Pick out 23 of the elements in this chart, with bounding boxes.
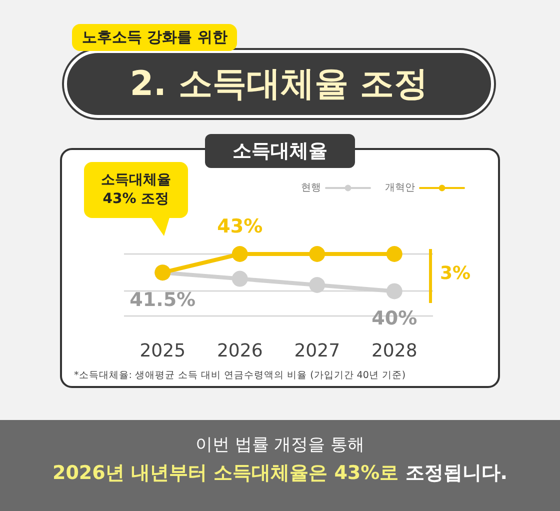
text: 2026년 내년부터 소득대체율은 43%로 bbox=[52, 462, 399, 484]
data-label: 40% bbox=[372, 308, 418, 330]
text: 3% bbox=[440, 263, 471, 284]
x-tick-label: 2025 bbox=[140, 340, 186, 362]
text: 소득대체율 43% 조정 bbox=[84, 162, 188, 218]
x-tick-label: 2027 bbox=[294, 340, 340, 362]
text: 조정됩니다. bbox=[405, 462, 508, 484]
data-label: 41.5% bbox=[130, 289, 196, 312]
point bbox=[386, 246, 402, 262]
chart-subtitle: 노후소득 강화를 위한 bbox=[72, 24, 238, 51]
point bbox=[232, 270, 248, 287]
point bbox=[309, 246, 326, 262]
legend-label: 개혁안 bbox=[385, 182, 415, 194]
data-label: 43% bbox=[217, 216, 263, 238]
point bbox=[232, 246, 248, 262]
text: 소득대체율 bbox=[205, 134, 355, 168]
x-tick-label: 2028 bbox=[371, 340, 418, 362]
x-tick-label: 2026 bbox=[216, 340, 263, 362]
point bbox=[386, 283, 402, 300]
point bbox=[309, 277, 326, 293]
text: *소득대체율: 생애평균 소득 대비 연금수령액의 비율 (가입기간 40년 기준) bbox=[74, 369, 406, 382]
text: 이번 법률 개정을 통해 bbox=[194, 434, 366, 456]
legend-label: 현행 bbox=[301, 182, 321, 194]
